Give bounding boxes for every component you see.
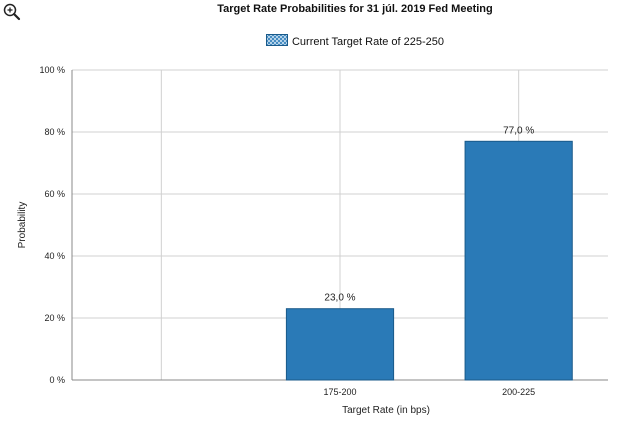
x-tick-label: 175-200 [323,387,356,397]
y-tick-label: 80 % [44,127,65,137]
bar [285,308,395,381]
legend-swatch [265,34,288,46]
x-axis-title: Target Rate (in bps) [342,405,430,416]
zoom-in-icon[interactable] [2,2,22,22]
chart-title: Target Rate Probabilities for 31 júl. 20… [217,3,493,15]
data-label: 23,0 % [324,293,355,304]
y-tick-label: 60 % [44,189,65,199]
data-label: 77,0 % [503,125,534,136]
y-axis-title: Probability [17,202,28,249]
y-tick-label: 100 % [39,65,65,75]
legend-label: Current Target Rate of 225-250 [291,36,445,48]
chart-legend[interactable]: Current Target Rate of 225-250 [0,34,620,48]
bar [464,140,573,381]
y-tick-label: 40 % [44,251,65,261]
y-tick-label: 0 % [49,375,65,385]
x-tick-label: 200-225 [502,387,535,397]
y-tick-label: 20 % [44,313,65,323]
